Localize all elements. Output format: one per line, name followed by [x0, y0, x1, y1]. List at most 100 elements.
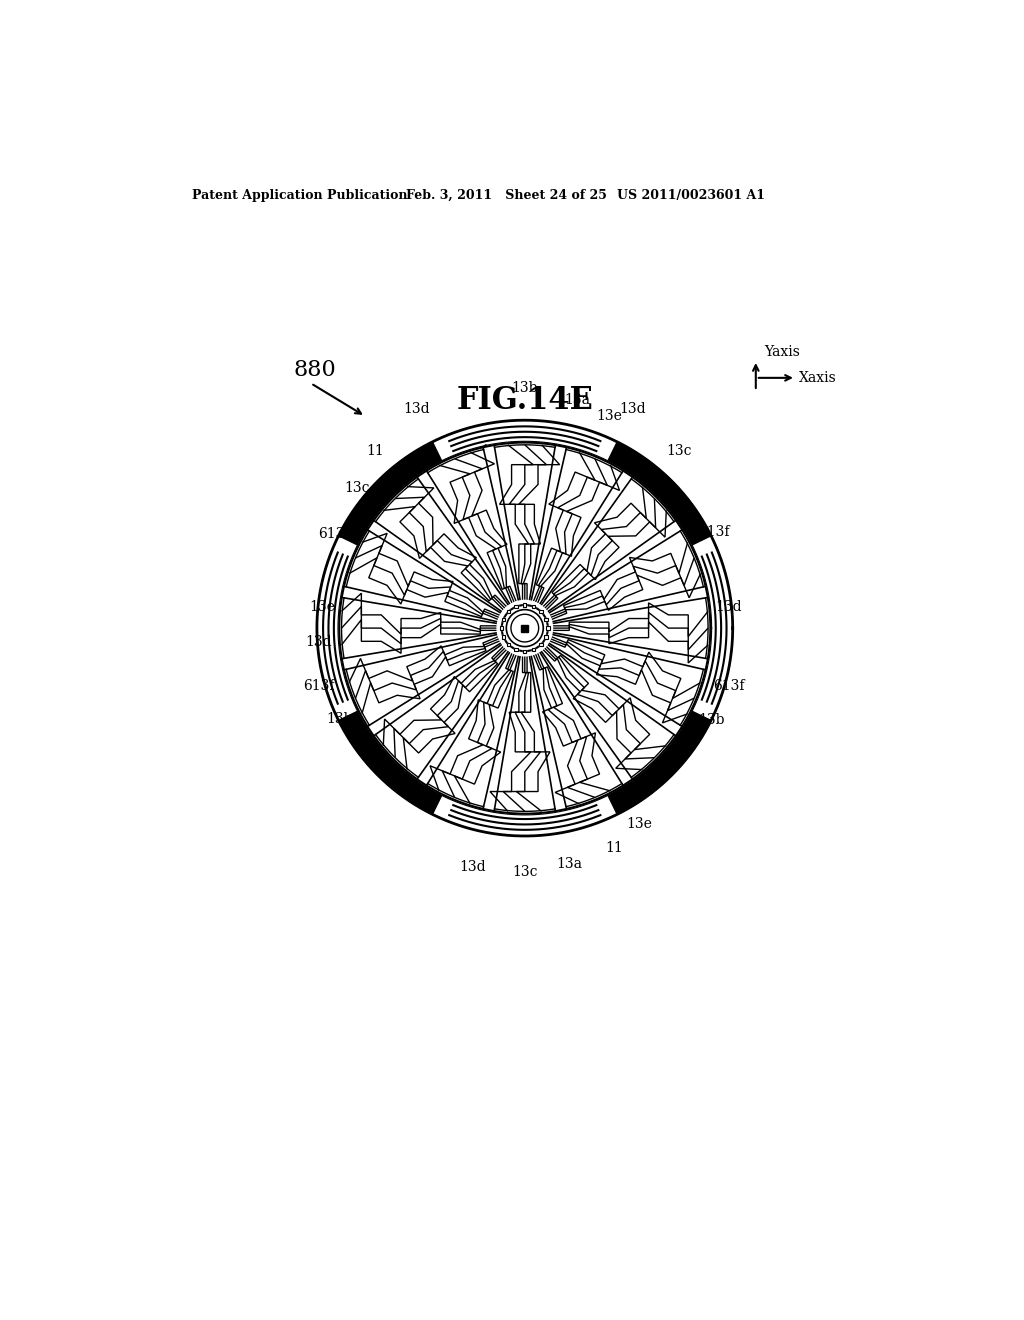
Bar	[502, 618, 505, 620]
Bar	[523, 649, 526, 653]
Bar	[531, 648, 536, 651]
Text: 13e: 13e	[309, 599, 335, 614]
Text: 13d: 13d	[529, 445, 554, 458]
Wedge shape	[316, 420, 733, 836]
Bar	[546, 627, 550, 630]
Bar	[507, 643, 510, 645]
Text: 13b: 13b	[516, 797, 541, 810]
Text: US 2011/0023601 A1: US 2011/0023601 A1	[617, 189, 765, 202]
Wedge shape	[692, 537, 733, 719]
Text: 13c: 13c	[344, 480, 370, 495]
Bar	[500, 627, 504, 630]
Bar	[507, 643, 510, 645]
Text: Feb. 3, 2011   Sheet 24 of 25: Feb. 3, 2011 Sheet 24 of 25	[407, 189, 607, 202]
Text: 13c: 13c	[369, 664, 391, 677]
Bar	[507, 610, 510, 614]
Text: 13d: 13d	[716, 599, 742, 614]
Text: 15: 15	[574, 626, 591, 639]
Text: 13b: 13b	[417, 483, 440, 496]
Text: FIG.14E: FIG.14E	[457, 385, 593, 416]
Bar	[523, 603, 526, 607]
Text: Patent Application Publication: Patent Application Publication	[193, 189, 408, 202]
Text: 13e: 13e	[626, 817, 651, 830]
Bar	[531, 605, 536, 609]
Text: 11: 11	[367, 444, 384, 458]
Text: 13e: 13e	[386, 537, 410, 550]
Text: 13d: 13d	[305, 635, 332, 649]
Wedge shape	[346, 450, 429, 532]
Wedge shape	[316, 537, 357, 719]
Text: 13d: 13d	[403, 401, 430, 416]
Text: 13e: 13e	[597, 409, 623, 422]
Text: 14: 14	[646, 552, 663, 565]
Circle shape	[497, 601, 553, 656]
Bar	[502, 635, 505, 639]
Bar	[514, 605, 518, 609]
Wedge shape	[346, 725, 429, 807]
Text: 14: 14	[395, 684, 412, 696]
Circle shape	[313, 416, 736, 840]
Text: 13b: 13b	[574, 459, 598, 473]
Bar	[514, 648, 518, 651]
Text: 13a: 13a	[564, 393, 590, 407]
Text: 13e: 13e	[386, 705, 410, 718]
Text: 18: 18	[478, 616, 495, 630]
Text: 15: 15	[418, 615, 434, 628]
Bar	[523, 603, 526, 607]
Bar	[540, 643, 543, 645]
Text: 613f: 613f	[303, 678, 334, 693]
Bar	[502, 635, 505, 639]
Text: 13b: 13b	[327, 711, 353, 726]
Text: 13d: 13d	[620, 401, 646, 416]
Bar	[545, 635, 548, 639]
Bar	[546, 627, 550, 630]
Text: 13e: 13e	[565, 783, 589, 796]
Text: 13b: 13b	[376, 558, 399, 572]
Text: 13d: 13d	[459, 859, 485, 874]
Text: 13c: 13c	[444, 774, 467, 787]
Bar	[500, 627, 504, 630]
Bar	[531, 648, 536, 651]
Text: Xaxis: Xaxis	[799, 371, 837, 385]
Bar	[545, 618, 548, 620]
Bar	[502, 618, 505, 620]
Bar	[531, 605, 536, 609]
Text: 13b: 13b	[698, 714, 724, 727]
Text: 13b: 13b	[512, 381, 538, 395]
Text: 13c: 13c	[512, 865, 538, 879]
Text: 13e: 13e	[437, 463, 461, 477]
Bar	[540, 610, 543, 614]
Bar	[514, 648, 518, 651]
Bar	[507, 610, 510, 614]
Bar	[521, 624, 528, 631]
Text: 13e: 13e	[590, 618, 613, 631]
Bar	[545, 618, 548, 620]
Bar	[545, 635, 548, 639]
Bar	[514, 605, 518, 609]
Text: 19: 19	[523, 630, 539, 643]
Bar	[523, 649, 526, 653]
Text: 880: 880	[294, 359, 337, 381]
Text: 13c: 13c	[666, 444, 691, 458]
Text: 11: 11	[605, 841, 623, 854]
Text: 18: 18	[542, 616, 557, 630]
Text: 14: 14	[472, 783, 488, 796]
Text: 13e: 13e	[492, 792, 515, 805]
Wedge shape	[621, 725, 703, 807]
Text: 13a: 13a	[556, 858, 583, 871]
Text: 13d: 13d	[542, 792, 566, 805]
Text: 13b: 13b	[655, 582, 679, 594]
Circle shape	[339, 442, 711, 813]
Text: 613f: 613f	[697, 525, 729, 539]
Text: 13c: 13c	[481, 445, 504, 458]
Text: Yaxis: Yaxis	[764, 346, 800, 359]
Wedge shape	[433, 420, 616, 461]
Text: 16: 16	[503, 614, 519, 627]
Wedge shape	[433, 796, 616, 836]
Text: 613f: 613f	[713, 678, 744, 693]
Bar	[540, 610, 543, 614]
Text: 613f: 613f	[318, 527, 349, 541]
Bar	[540, 643, 543, 645]
Wedge shape	[621, 450, 703, 532]
Text: 18: 18	[399, 589, 416, 602]
